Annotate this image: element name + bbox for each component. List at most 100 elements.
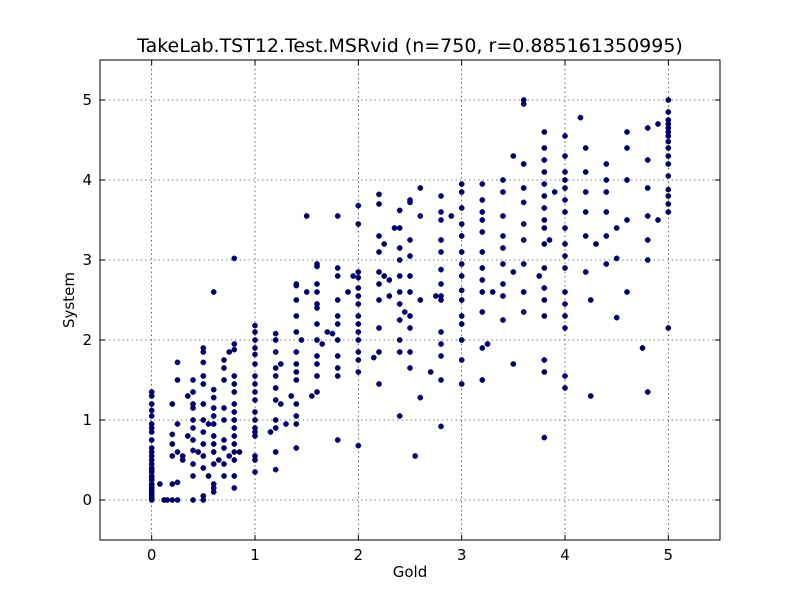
data-point	[500, 213, 506, 219]
data-point	[438, 329, 444, 335]
data-point	[334, 273, 341, 279]
data-point	[210, 405, 217, 411]
data-point	[184, 393, 191, 399]
data-point	[355, 329, 362, 335]
data-point	[169, 453, 176, 459]
data-point	[200, 441, 207, 447]
data-point	[252, 409, 258, 415]
x-axis-label: Gold	[393, 563, 428, 581]
data-point	[458, 381, 465, 387]
data-point	[231, 449, 238, 455]
data-point	[665, 153, 672, 159]
data-point	[345, 289, 351, 295]
data-point	[252, 397, 258, 403]
data-point	[200, 401, 207, 407]
data-point	[252, 453, 258, 459]
data-point	[665, 325, 672, 331]
data-point	[541, 205, 548, 211]
data-point	[221, 461, 227, 467]
data-point	[190, 389, 196, 395]
data-point	[458, 287, 465, 294]
data-point	[644, 185, 651, 191]
data-point	[407, 289, 413, 295]
data-point	[272, 349, 279, 355]
data-point	[665, 145, 672, 151]
data-point	[210, 481, 217, 487]
data-point	[520, 97, 527, 103]
data-point	[665, 193, 672, 199]
data-point	[148, 437, 155, 443]
data-point	[562, 385, 568, 391]
data-point	[639, 345, 646, 351]
data-point	[396, 317, 403, 323]
data-point	[252, 351, 258, 358]
data-point	[381, 273, 388, 279]
data-point	[221, 437, 227, 443]
data-point	[148, 482, 155, 489]
data-point	[272, 417, 279, 423]
data-point	[169, 497, 176, 503]
data-point	[210, 386, 217, 393]
data-point	[520, 237, 527, 243]
data-point	[231, 346, 238, 353]
data-point	[210, 394, 217, 401]
data-point	[624, 129, 630, 135]
data-point	[355, 369, 362, 375]
data-point	[665, 117, 672, 123]
data-point	[252, 389, 258, 395]
data-point	[148, 489, 155, 495]
data-point	[562, 209, 568, 215]
data-point	[458, 321, 465, 327]
data-point	[231, 409, 238, 415]
y-tick-label: 2	[82, 331, 92, 349]
data-point	[603, 161, 610, 167]
data-point	[293, 377, 300, 383]
data-point	[190, 473, 196, 479]
data-point	[293, 413, 300, 419]
data-point	[355, 301, 362, 307]
data-point	[174, 359, 181, 366]
data-point	[231, 255, 238, 262]
data-point	[174, 449, 181, 455]
data-point	[210, 461, 217, 467]
data-point	[200, 429, 207, 435]
data-point	[644, 213, 651, 219]
data-point	[500, 293, 506, 299]
data-point	[355, 349, 362, 355]
data-point	[396, 301, 403, 307]
data-point	[334, 365, 341, 371]
data-point	[376, 325, 382, 331]
data-point	[314, 261, 320, 267]
data-point	[438, 341, 444, 347]
data-point	[412, 453, 419, 459]
data-point	[407, 313, 413, 319]
data-point	[252, 425, 258, 431]
data-point	[438, 217, 444, 223]
data-point	[587, 297, 594, 303]
data-point	[438, 281, 444, 287]
data-point	[314, 337, 320, 343]
data-point	[319, 341, 326, 347]
data-point	[355, 442, 362, 449]
data-point	[562, 325, 568, 331]
data-point	[293, 313, 300, 319]
data-point	[562, 153, 568, 159]
data-point	[562, 373, 568, 379]
data-point	[314, 301, 320, 307]
data-point	[613, 314, 620, 321]
data-point	[458, 205, 465, 211]
data-point	[381, 241, 388, 247]
data-point	[355, 202, 362, 209]
data-point	[401, 309, 408, 315]
data-point	[355, 321, 362, 327]
data-point	[314, 361, 320, 367]
data-point	[458, 181, 465, 187]
data-point	[314, 353, 320, 359]
y-tick-label: 5	[82, 91, 92, 109]
data-point	[252, 361, 258, 367]
data-point	[303, 213, 310, 219]
data-point	[272, 425, 279, 431]
data-point	[484, 341, 491, 347]
data-point	[252, 329, 258, 335]
data-point	[613, 225, 620, 231]
